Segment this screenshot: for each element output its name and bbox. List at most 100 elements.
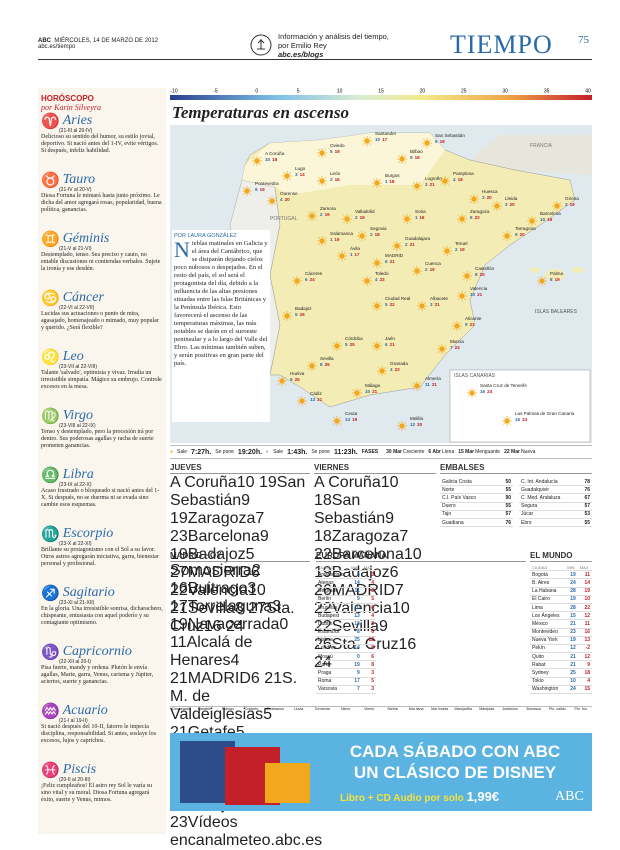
city-name: Barcelona [331, 546, 404, 563]
video-url: canalmeteo.abc.es [187, 832, 323, 849]
city-temps: 8 26 [320, 362, 330, 367]
city-temps: 5 19 [330, 149, 340, 154]
temp-min: 10 [470, 292, 476, 297]
temp: 25 [565, 668, 578, 678]
sign-dates: (22-XII al 20-I) [59, 659, 91, 665]
sun-icon [411, 380, 423, 392]
temp-max: 24 [522, 417, 528, 422]
sign-name: Cáncer [62, 290, 104, 305]
city-name: Almería [425, 376, 441, 381]
scale-label: 25 [461, 88, 467, 94]
temp-max: 19 [460, 247, 466, 252]
fase-name: Creciente [402, 449, 425, 455]
city-name: Sevilla [187, 600, 235, 617]
temp-min: 3 [295, 172, 298, 177]
legend-item: Mar rizada [429, 707, 451, 730]
temp-max: 20 [417, 422, 423, 427]
temp-max: 21 [435, 302, 441, 307]
temp: 19 [577, 587, 592, 596]
table-wrap: CIUDAD MIN MAX Amsterdam 5 3 Atenas 14 4 Belgrado… [316, 562, 526, 695]
sign: ♊ Géminis (21-V al 21-VI) Destemplado, tens… [38, 230, 166, 289]
small-map: A Coruña10 19San Sebastián9 19Zaragoza7 … [170, 474, 305, 635]
legend-label: Lluvia [293, 707, 304, 711]
temp: 5 [349, 570, 362, 580]
temp-min: 1 [385, 179, 388, 184]
city-temps: 2 19 [355, 215, 365, 220]
basin: Guadiana [440, 518, 499, 528]
sol-sale: 7:27h. [191, 448, 212, 456]
city-name: Torrelaguna [187, 598, 273, 615]
row: Washington 24 15 [530, 685, 592, 695]
temp-max: 18 [415, 155, 421, 160]
sign-head: ♋ Cáncer [41, 290, 163, 307]
fase-date: 15 Mar [458, 449, 475, 455]
row: Galicia Costa 50 [440, 478, 513, 487]
scale-label: 0 [255, 88, 258, 94]
sign-symbol: ♍ [41, 408, 60, 425]
temp: 28 [565, 603, 578, 613]
temp-min: 4 [375, 277, 378, 282]
sun-icon [401, 213, 413, 225]
fase-date: 22 Mar [504, 449, 520, 455]
sun-icon [456, 213, 468, 225]
sun-icon [316, 175, 328, 187]
city-temps: 8 19 [550, 277, 560, 282]
row: Duero 55 [440, 502, 513, 511]
sun-icon [316, 147, 328, 159]
legend-item: Despejado [170, 707, 192, 730]
temp: 3 [361, 570, 376, 580]
city-name: Sevilla [320, 356, 334, 361]
city-name: Ceuta [345, 411, 358, 416]
el-mundo: EL MUNDO CIUDAD MIN MAX Bogotá 19 11 B. Aires 24… [530, 551, 592, 703]
city-temps: 9 21 [465, 322, 475, 327]
section-title: EL MUNDO [530, 551, 592, 562]
row: Quito 21 12 [530, 652, 592, 662]
row: Roma 17 5 [316, 677, 376, 686]
sign-name: Tauro [62, 172, 96, 187]
sign-symbol: ♏ [41, 526, 60, 543]
city-name: Zaragoza [331, 528, 400, 545]
city-temps: 6 21 [385, 342, 395, 347]
viernes: VIERNES A Coruña10 18San Sebastián9 18Zar… [314, 463, 436, 671]
embalses-table: Galicia Costa 50 Norte 55 C.I. País Vasco 90 D… [440, 478, 513, 528]
ad-line1: CADA SÁBADO CON ABC [349, 742, 561, 761]
sun-icon [331, 340, 343, 352]
temp: 15 [565, 611, 578, 621]
sign-symbol: ♒ [41, 703, 60, 720]
sun-icon [306, 360, 318, 372]
sun-icon [281, 170, 293, 182]
city-name: Valladolid [355, 209, 375, 214]
temp: 12 [577, 611, 592, 621]
sign: ♏ Escorpio (23-X al 22-XI) Brillante su pro… [38, 525, 166, 584]
sign-text: ¡Feliz cumpleaños! El astro rey Sol le v… [41, 783, 152, 803]
legend-label: Pto. cálido [548, 707, 566, 711]
city-temps: 3 14 [295, 172, 305, 177]
temp-max: 18 [440, 139, 446, 144]
city-temps: 9 18 [410, 155, 420, 160]
sun-icon [361, 135, 373, 147]
city-name: Badajoz [295, 306, 312, 311]
city-temps: 16 24 [480, 389, 493, 394]
city-name: Girona [565, 196, 579, 201]
row: Amsterdam 5 3 [316, 570, 376, 580]
sign-symbol: ♈ [41, 113, 60, 130]
legend-item: Pto. frío [570, 707, 592, 730]
sign-head: ♒ Acuario [41, 703, 163, 720]
temp: 21 [565, 660, 578, 670]
sign-text: Diosa Fortuna le mimará hasta junio próx… [41, 193, 162, 213]
temp: 24 [565, 685, 578, 695]
city-temps: 8 27 [234, 600, 267, 617]
temp-max: 19 [360, 215, 366, 220]
city-temps: 13 19 [345, 417, 358, 422]
city-name: Cáceres [305, 271, 323, 276]
temp: 19 [565, 595, 578, 604]
city-name: Segovia [370, 226, 387, 231]
sign-dates: (23-VIII al 22-IX) [59, 423, 96, 429]
city-temps: 7 22 [314, 528, 409, 563]
sun-icon [371, 257, 383, 269]
temp-min: 3 [482, 195, 485, 200]
sign-head: ♊ Géminis [41, 231, 163, 248]
basin: Tajo [440, 510, 499, 519]
city: Budapest [316, 611, 350, 621]
city-temps: 3 19 [565, 202, 575, 207]
